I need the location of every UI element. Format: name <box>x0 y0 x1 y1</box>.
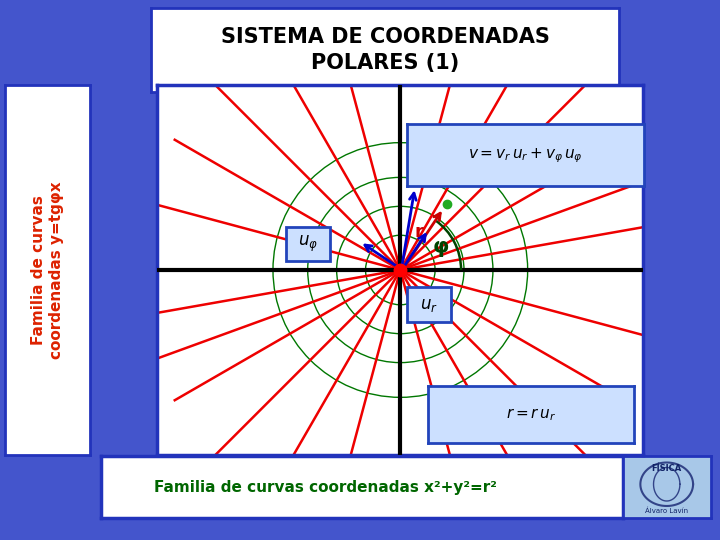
Text: Familia de curvas coordenadas x²+y²=r²: Familia de curvas coordenadas x²+y²=r² <box>154 480 497 495</box>
Text: $\mathbf{r}$: $\mathbf{r}$ <box>415 222 426 240</box>
Text: $r = r\,u_r$: $r = r\,u_r$ <box>506 406 556 423</box>
Text: SISTEMA DE COORDENADAS
POLARES (1): SISTEMA DE COORDENADAS POLARES (1) <box>221 27 549 73</box>
FancyBboxPatch shape <box>408 287 451 322</box>
Text: $\boldsymbol{\varphi}$: $\boldsymbol{\varphi}$ <box>432 239 449 259</box>
Text: Álvaro Lavín: Álvaro Lavín <box>645 508 688 514</box>
Text: Familia de curvas
coordenadas y=tgφx: Familia de curvas coordenadas y=tgφx <box>31 181 64 359</box>
Text: FÍSICA: FÍSICA <box>652 464 682 473</box>
Text: $u_{\varphi}$: $u_{\varphi}$ <box>297 234 318 254</box>
FancyBboxPatch shape <box>286 227 330 261</box>
Text: $v = v_r\,u_r + v_{\varphi}\,u_{\varphi}$: $v = v_r\,u_r + v_{\varphi}\,u_{\varphi}… <box>468 146 583 165</box>
Text: $u_r$: $u_r$ <box>420 296 438 314</box>
